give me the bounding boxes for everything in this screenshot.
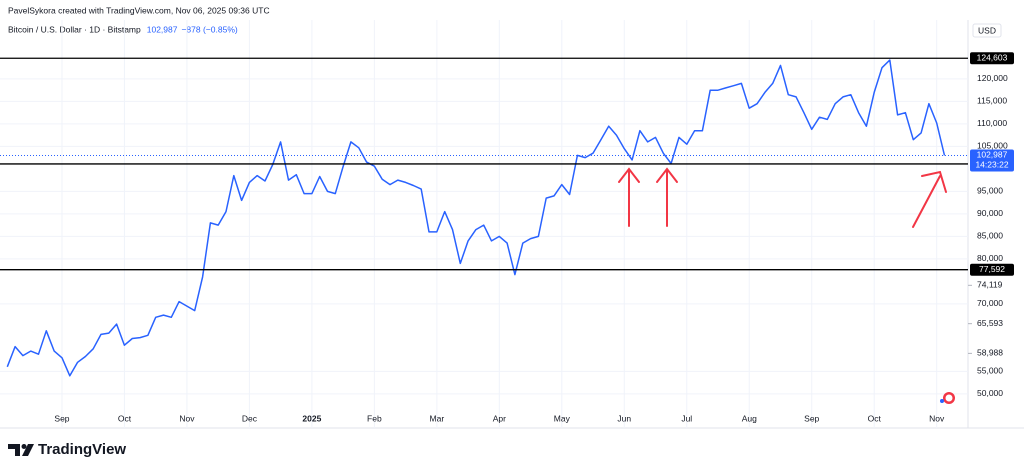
arrow (656, 167, 678, 227)
countdown: 14:23:22 (975, 160, 1008, 170)
x-tick-label: Oct (118, 413, 132, 423)
x-tick-label: Aug (742, 413, 757, 423)
x-tick-label: Feb (367, 413, 382, 423)
y-tick-label: 50,000 (977, 388, 1003, 398)
price-marker-label: 65,593 (977, 318, 1003, 328)
y-tick-label: 105,000 (977, 141, 1008, 151)
x-tick-label: May (554, 413, 571, 423)
x-tick-label: Oct (868, 413, 882, 423)
price-marker-label: 58,988 (977, 348, 1003, 358)
arrow (912, 170, 947, 228)
level-label: 77,592 (979, 264, 1005, 274)
flag-icon (940, 392, 955, 404)
annotation-arrows (618, 167, 947, 228)
y-tick-label: 120,000 (977, 73, 1008, 83)
y-tick-label: 115,000 (977, 96, 1007, 106)
x-tick-label: Sep (804, 413, 819, 423)
y-tick-label: 90,000 (977, 208, 1003, 218)
y-tick-label: 80,000 (977, 253, 1003, 263)
y-tick-label: 110,000 (977, 118, 1007, 128)
last-price-box (970, 149, 1014, 172)
currency[interactable]: USD (978, 25, 996, 35)
y-tick-label: 85,000 (977, 231, 1003, 241)
x-tick-label: Apr (493, 413, 506, 423)
y-tick-label: 95,000 (977, 186, 1003, 196)
x-tick-label: Nov (929, 413, 945, 423)
y-tick-label: 55,000 (977, 366, 1003, 376)
price-marker-label: 74,119 (977, 280, 1003, 290)
y-tick-label: 70,000 (977, 298, 1003, 308)
currency-box[interactable] (972, 23, 1002, 38)
level-label: 124,603 (977, 52, 1008, 62)
x-tick-label: Jul (681, 413, 692, 423)
symbol-name: Bitcoin / U.S. Dollar · 1D · Bitstamp (8, 24, 141, 34)
x-tick-label: 2025 (302, 413, 321, 423)
x-tick-label: Mar (430, 413, 445, 423)
credit: PavelSykora created with TradingView.com… (8, 5, 270, 15)
brand-name: TradingView (38, 441, 126, 458)
last-price-label: 102,987 (977, 150, 1008, 160)
plot: 50,000 55,000 70,000 80,000 85,000 90,000 95,0… (0, 20, 1014, 428)
x-tick-label: Jun (617, 413, 631, 423)
level-label-box (970, 263, 1014, 276)
header-last-price: 102,987 (147, 24, 178, 34)
x-tick-label: Sep (54, 413, 69, 423)
brand-logo (8, 444, 34, 456)
level-label-box (970, 52, 1014, 65)
x-tick-label: Dec (242, 413, 258, 423)
price-line (6, 59, 946, 377)
header-change: −878 (−0.85%) (181, 24, 237, 34)
arrow (618, 167, 640, 227)
x-tick-label: Nov (179, 413, 195, 423)
